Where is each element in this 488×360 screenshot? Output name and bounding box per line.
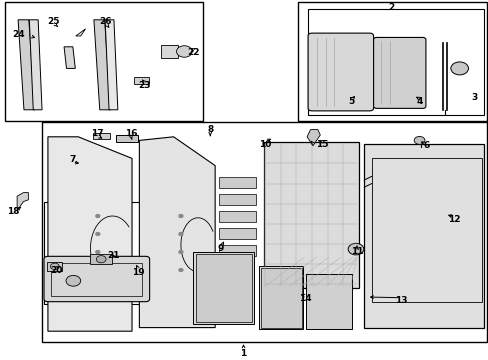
Bar xyxy=(259,266,303,329)
Circle shape xyxy=(176,46,192,57)
Bar xyxy=(371,158,481,302)
Text: 10: 10 xyxy=(259,140,271,149)
Text: 17: 17 xyxy=(91,129,104,138)
FancyBboxPatch shape xyxy=(373,37,425,108)
Bar xyxy=(264,142,359,288)
Bar xyxy=(219,194,255,205)
Text: 1: 1 xyxy=(240,349,246,359)
Bar xyxy=(161,45,178,58)
Text: 3: 3 xyxy=(470,94,476,103)
Polygon shape xyxy=(105,20,118,110)
Polygon shape xyxy=(48,137,132,331)
Bar xyxy=(307,9,483,115)
Bar xyxy=(47,262,62,271)
Polygon shape xyxy=(29,20,42,110)
Bar xyxy=(260,268,302,328)
Circle shape xyxy=(413,136,424,144)
Polygon shape xyxy=(364,144,483,328)
Text: 15: 15 xyxy=(316,140,328,149)
Text: 4: 4 xyxy=(415,98,422,107)
Circle shape xyxy=(179,215,183,217)
Text: 12: 12 xyxy=(447,215,459,224)
Bar xyxy=(51,263,142,296)
Text: 16: 16 xyxy=(124,129,137,138)
Bar xyxy=(219,177,255,188)
Polygon shape xyxy=(306,130,320,146)
Text: 23: 23 xyxy=(138,81,150,90)
Text: 6: 6 xyxy=(423,141,428,150)
Text: 26: 26 xyxy=(99,17,111,26)
Circle shape xyxy=(96,256,106,263)
Polygon shape xyxy=(17,193,28,211)
Bar xyxy=(298,2,486,121)
Text: 20: 20 xyxy=(50,266,62,275)
Circle shape xyxy=(179,233,183,235)
FancyBboxPatch shape xyxy=(307,33,373,111)
Bar xyxy=(219,245,255,256)
Bar xyxy=(193,252,254,324)
Bar xyxy=(195,254,251,322)
Polygon shape xyxy=(139,137,215,328)
Polygon shape xyxy=(76,29,85,36)
Polygon shape xyxy=(64,47,75,68)
Bar xyxy=(116,135,138,142)
Text: 22: 22 xyxy=(186,49,199,58)
Text: 25: 25 xyxy=(47,17,60,26)
Text: 8: 8 xyxy=(207,125,213,134)
Circle shape xyxy=(50,263,59,270)
Circle shape xyxy=(450,62,468,75)
FancyBboxPatch shape xyxy=(44,256,149,302)
Text: 2: 2 xyxy=(387,3,393,12)
Bar xyxy=(93,133,110,139)
Text: 21: 21 xyxy=(107,251,120,260)
Text: 14: 14 xyxy=(299,294,311,303)
Circle shape xyxy=(347,243,363,255)
Circle shape xyxy=(66,275,81,286)
Circle shape xyxy=(96,269,100,271)
Text: 5: 5 xyxy=(347,98,353,107)
Circle shape xyxy=(179,251,183,253)
Text: 7: 7 xyxy=(69,155,76,163)
Bar xyxy=(41,122,486,342)
Bar xyxy=(305,274,351,329)
Bar xyxy=(5,2,203,121)
Polygon shape xyxy=(18,20,35,110)
Polygon shape xyxy=(94,20,110,110)
Text: 13: 13 xyxy=(394,296,407,305)
Circle shape xyxy=(179,269,183,271)
Bar xyxy=(219,211,255,222)
Circle shape xyxy=(96,233,100,235)
Bar xyxy=(219,228,255,239)
Bar xyxy=(44,202,156,304)
Text: 9: 9 xyxy=(217,244,224,253)
Bar xyxy=(134,77,149,84)
Text: 24: 24 xyxy=(12,30,25,39)
Text: 19: 19 xyxy=(131,268,144,277)
Circle shape xyxy=(96,251,100,253)
Text: 18: 18 xyxy=(7,207,20,216)
Text: 11: 11 xyxy=(350,248,363,256)
Bar xyxy=(90,254,112,264)
Circle shape xyxy=(96,215,100,217)
